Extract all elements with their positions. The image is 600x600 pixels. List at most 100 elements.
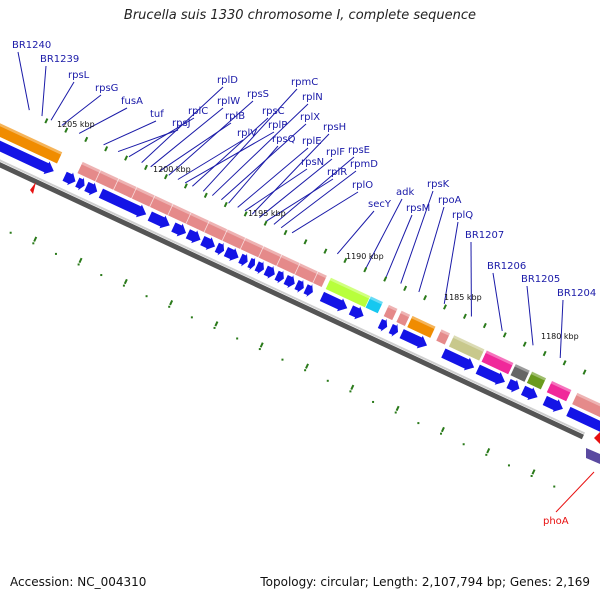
outer-tick: [84, 136, 89, 143]
gene-arrow: [214, 242, 225, 256]
tick-label: 1195 kbp: [248, 209, 286, 218]
inner-dot: [100, 274, 103, 277]
inner-dot: [553, 485, 556, 488]
gene-arrow: [388, 323, 399, 337]
leader-line: [237, 147, 309, 208]
inner-tick: [123, 278, 128, 285]
gene-arrow: [303, 284, 313, 297]
gene-arrow: [475, 364, 505, 385]
feature-block: [395, 309, 411, 327]
leader-line: [443, 221, 459, 304]
map-title: Brucella suis 1330 chromosome I, complet…: [123, 8, 477, 23]
outer-tick: [423, 294, 428, 301]
leader-line: [211, 103, 309, 196]
feature-block: [509, 363, 531, 383]
inner-dot: [372, 400, 375, 403]
inner-dot: [190, 316, 193, 319]
feature-block: [0, 118, 64, 165]
gene-label: rplO: [352, 180, 373, 191]
leader-line: [141, 86, 224, 163]
outer-tick: [403, 285, 408, 292]
gene-label: rpsL: [68, 70, 90, 81]
inner-dot: [54, 252, 57, 255]
segment-divider: [112, 178, 120, 191]
leader-line: [41, 65, 47, 117]
inner-tick: [531, 469, 536, 475]
gene-arrow: [247, 257, 256, 271]
leader-line: [259, 158, 333, 218]
inner-dot: [304, 369, 307, 372]
inner-tick: [440, 426, 445, 433]
red-marker: [594, 432, 600, 444]
gene-label: rplN: [302, 92, 323, 103]
leader-line: [168, 100, 254, 176]
outer-tick: [223, 201, 228, 208]
inner-tick: [78, 257, 83, 264]
outer-tick-marks: [44, 118, 587, 375]
gene-arrow: [98, 188, 147, 218]
leader-line: [400, 190, 434, 284]
outer-tick: [124, 155, 129, 161]
gene-arrow: [0, 131, 54, 175]
gene-arrow: [75, 177, 85, 191]
tick-label: 1200 kbp: [153, 165, 191, 174]
feature-block: [435, 328, 451, 346]
gene-arrow: [238, 253, 248, 267]
gene-arrow: [185, 229, 201, 244]
leader-line: [280, 170, 357, 229]
gene-label: rplD: [217, 75, 238, 86]
phoa-label: phoA: [543, 516, 569, 527]
backbone-line: [0, 162, 584, 440]
topology-summary: Topology: circular; Length: 2,107,794 bp…: [260, 575, 590, 589]
gene-arrow: [377, 318, 388, 332]
gene-label: rpmC: [291, 77, 318, 88]
leader-line: [184, 131, 275, 184]
segment-divider: [94, 169, 102, 182]
outer-tick: [144, 164, 148, 171]
inner-tick: [33, 236, 38, 242]
leader-line: [365, 198, 403, 268]
gene-arrow: [200, 236, 216, 250]
outer-tick: [243, 211, 248, 217]
gene-label: rpsS: [247, 89, 269, 100]
gene-arrow: [319, 291, 348, 312]
segment-divider: [276, 254, 283, 267]
gene-arrow: [294, 279, 304, 293]
inner-dot: [32, 242, 35, 245]
segment-divider: [149, 195, 156, 208]
tick-label: 1190 kbp: [346, 252, 384, 261]
inner-tick: [169, 300, 174, 306]
leader-line: [50, 81, 75, 121]
inner-dot: [507, 464, 510, 467]
outer-tick: [582, 369, 587, 375]
inner-dot: [326, 379, 329, 382]
feature-blocks: [0, 118, 600, 428]
outer-tick: [163, 173, 168, 180]
gene-label: BR1204: [557, 288, 596, 299]
outer-tick: [482, 322, 487, 329]
feature-block: [76, 161, 328, 288]
leader-line: [526, 285, 534, 346]
outer-tick: [502, 332, 507, 338]
gene-label: rpsK: [427, 179, 450, 190]
inner-dot: [213, 326, 216, 329]
leader-line: [273, 156, 355, 225]
feature-block: [448, 334, 486, 362]
feature-block: [480, 349, 515, 375]
inner-dot: [349, 390, 352, 393]
outer-tick: [183, 183, 188, 189]
inner-dot: [394, 411, 397, 414]
segment-divider: [312, 271, 319, 284]
gene-arrow: [441, 348, 475, 371]
gene-label: fusA: [121, 96, 143, 107]
gene-arrow: [274, 270, 284, 284]
inner-dot: [440, 432, 443, 435]
outer-tick: [44, 118, 49, 124]
gene-label: rpoA: [438, 195, 462, 206]
leader-line: [202, 88, 298, 192]
segment-divider: [131, 186, 138, 199]
gene-label: BR1205: [521, 274, 560, 285]
outer-tick: [104, 146, 109, 152]
